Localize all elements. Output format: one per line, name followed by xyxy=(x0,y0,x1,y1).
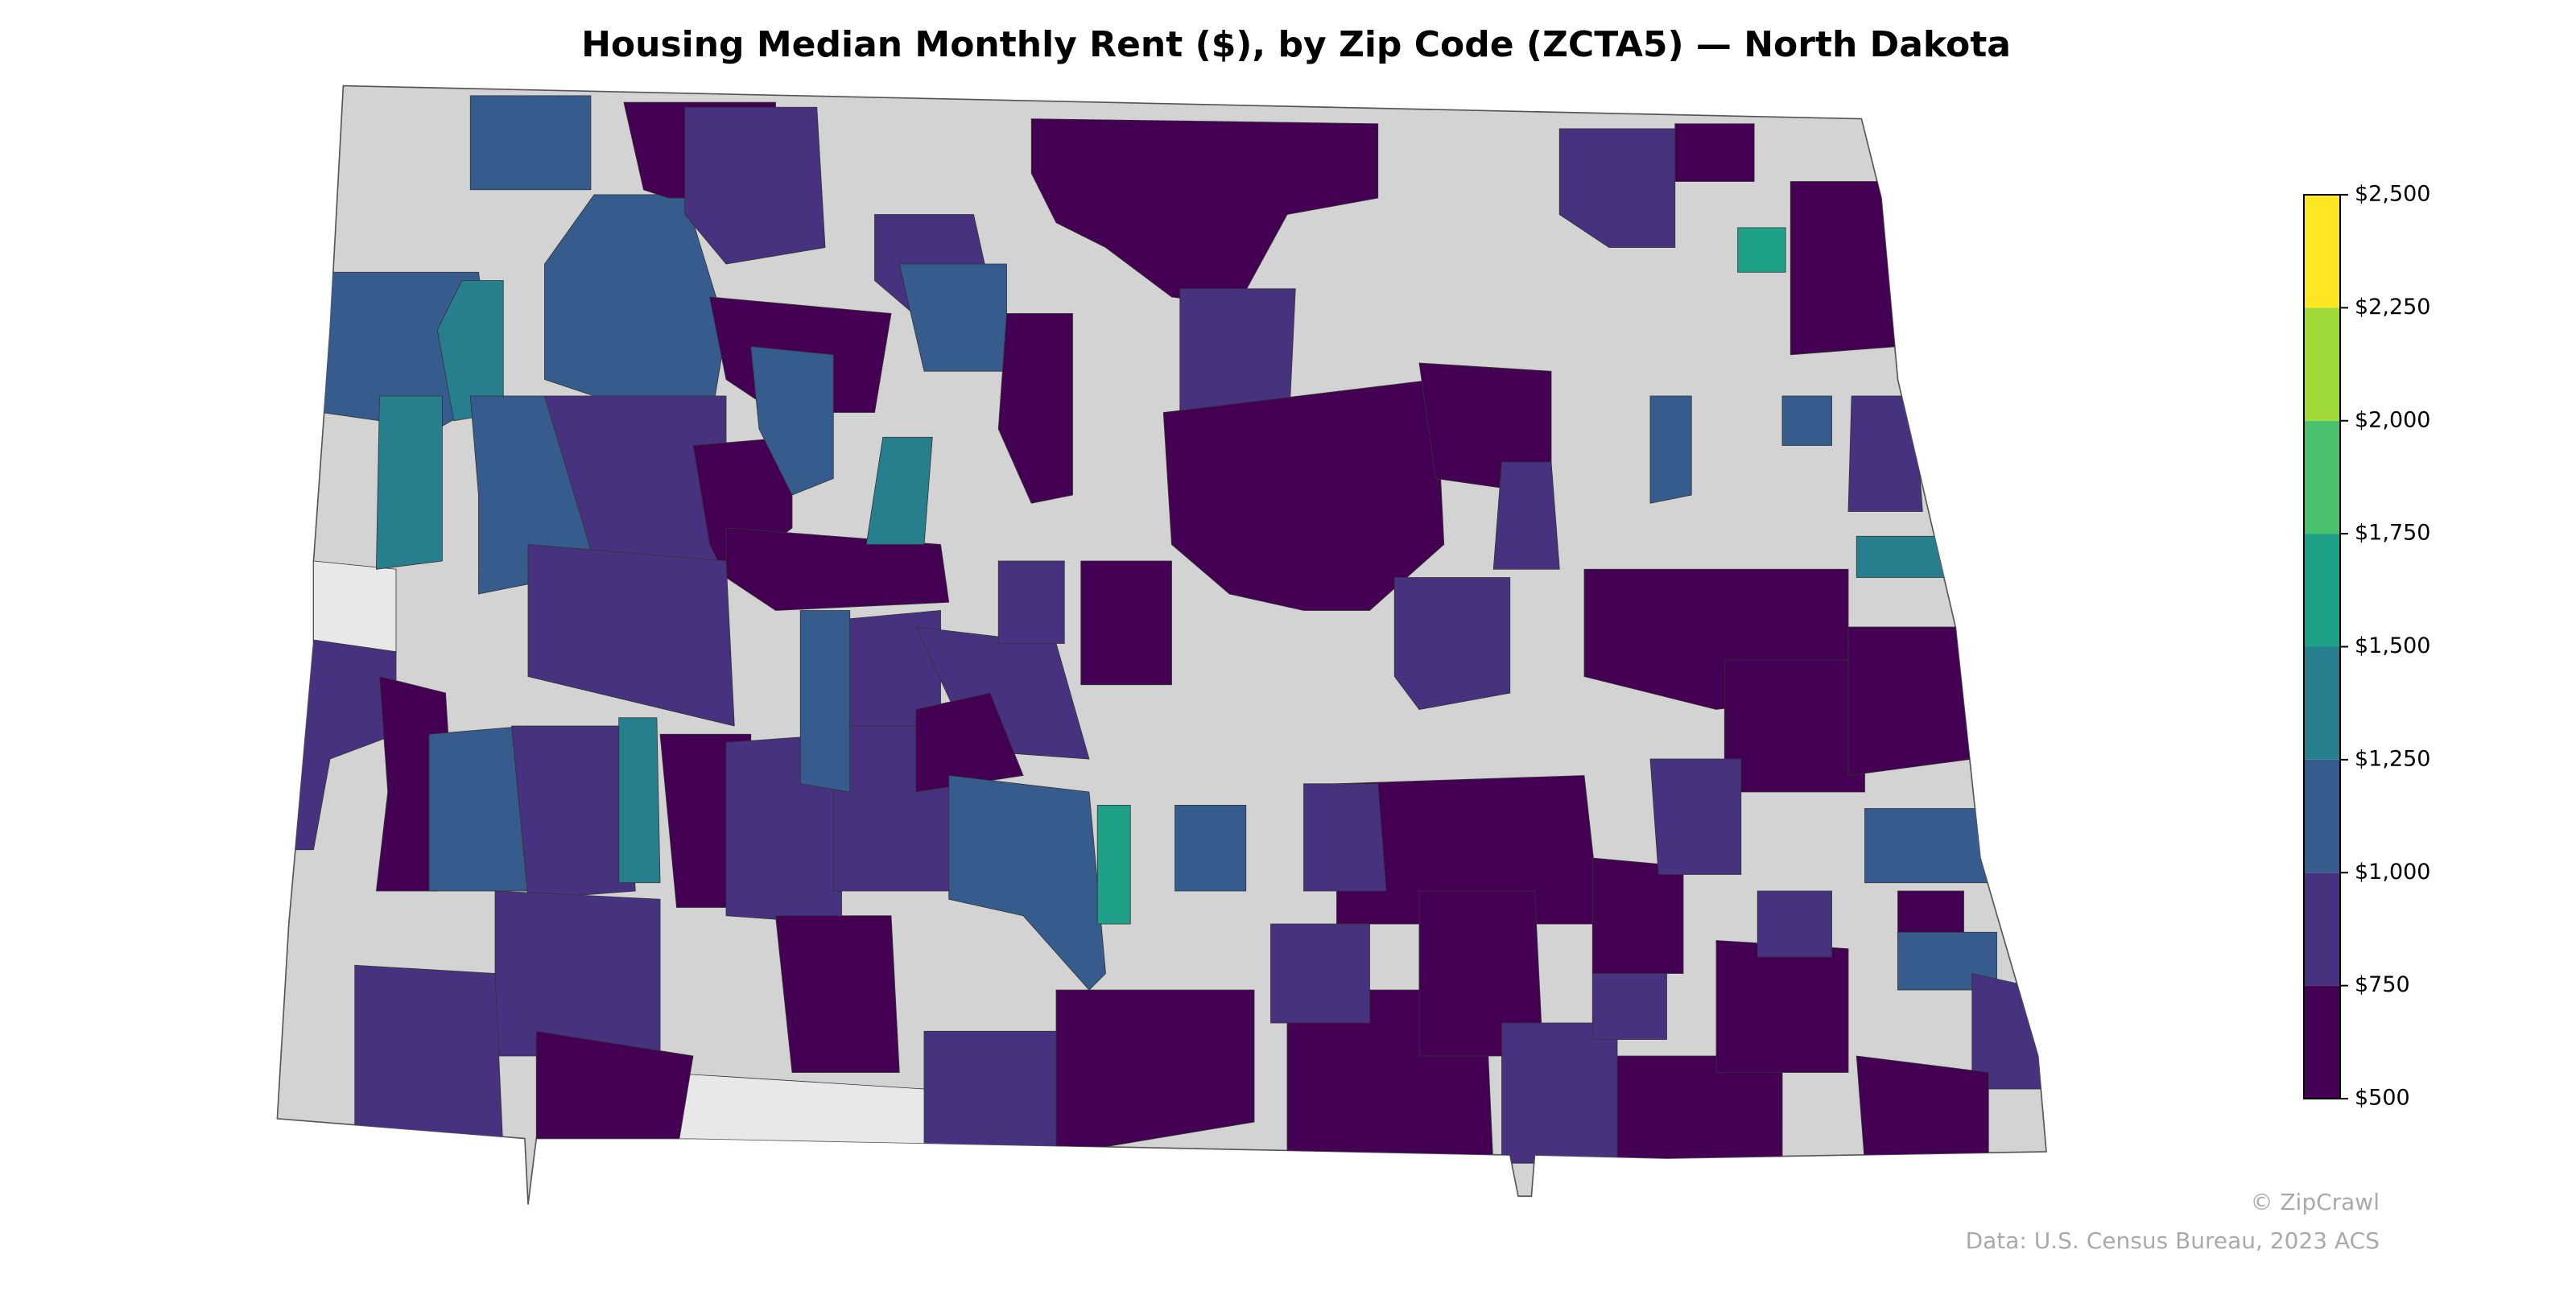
zip-region xyxy=(1591,973,1667,1040)
zip-region xyxy=(1737,227,1786,273)
zip-region xyxy=(1649,758,1742,875)
zip-region xyxy=(1591,857,1684,974)
zip-region xyxy=(1674,123,1755,182)
zip-region xyxy=(1790,181,1898,356)
zip-region xyxy=(469,95,592,191)
zip-region xyxy=(494,890,661,1057)
zip-region xyxy=(527,544,735,727)
credit: © ZipCrawl xyxy=(2250,1189,2380,1215)
zip-region xyxy=(375,395,443,570)
zip-region xyxy=(428,725,529,892)
colorbar-bin xyxy=(2304,195,2340,308)
zip-region xyxy=(1724,659,1865,793)
zip-region xyxy=(1096,804,1131,925)
zip-region xyxy=(997,560,1065,644)
colorbar-tick-label: $1,500 xyxy=(2355,633,2430,658)
zip-region xyxy=(1864,808,1989,884)
zip-region xyxy=(1303,783,1387,892)
zip-region xyxy=(1649,395,1692,504)
zip-region xyxy=(1781,395,1832,446)
colorbar: $500 $750 $1,000 $1,250 $1,500 $1,750 $2,000 $2… xyxy=(2303,182,2430,1111)
zip-region xyxy=(1055,989,1255,1156)
colorbar-tick-label: $2,500 xyxy=(2355,182,2430,207)
zip-region xyxy=(997,313,1073,504)
zip-region xyxy=(1847,395,1923,512)
zip-region xyxy=(915,692,1024,793)
zip-region xyxy=(1715,940,1849,1073)
zip-region xyxy=(535,1030,694,1189)
zip-region xyxy=(750,346,834,496)
colorbar-tick-label: $2,250 xyxy=(2355,295,2430,320)
colorbar-tick-label: $500 xyxy=(2355,1086,2410,1111)
no-data-region xyxy=(313,560,397,653)
colorbar-bin xyxy=(2304,872,2340,986)
zip-region xyxy=(354,964,504,1156)
zip-region xyxy=(1757,890,1832,958)
colorbar-tick-label: $750 xyxy=(2355,972,2410,997)
colorbar-tick-label: $1,250 xyxy=(2355,746,2430,771)
zip-region xyxy=(684,106,826,265)
colorbar-tick-label: $1,000 xyxy=(2355,860,2430,885)
colorbar-tick-label: $2,000 xyxy=(2355,407,2430,432)
zip-region xyxy=(618,717,661,884)
zip-region xyxy=(1174,804,1247,892)
map xyxy=(276,85,2047,1205)
zip-region xyxy=(1558,128,1676,248)
colorbar-tick-label: $1,750 xyxy=(2355,521,2430,546)
source-note: Data: U.S. Census Bureau, 2023 ACS xyxy=(1966,1227,2380,1254)
zip-region xyxy=(1847,626,1973,776)
colorbar-bin xyxy=(2304,307,2340,421)
colorbar-bin xyxy=(2304,646,2340,760)
zip-region xyxy=(1492,461,1560,570)
zip-region xyxy=(865,436,933,545)
zip-region xyxy=(1080,560,1172,686)
zip-region xyxy=(775,915,900,1073)
zip-region xyxy=(1393,577,1511,710)
colorbar-bin xyxy=(2304,759,2340,873)
zip-region xyxy=(1856,535,1956,578)
zip-region xyxy=(923,1030,1057,1156)
colorbar-bin xyxy=(2304,985,2340,1099)
zip-region xyxy=(511,725,636,900)
chart-title: Housing Median Monthly Rent ($), by Zip … xyxy=(581,24,2011,65)
colorbar-bin xyxy=(2304,420,2340,534)
zip-regions xyxy=(280,95,2046,1189)
zip-region xyxy=(1856,1055,1989,1164)
zip-region xyxy=(1501,1022,1618,1164)
zip-region xyxy=(1270,923,1370,1024)
colorbar-bin xyxy=(2304,534,2340,647)
zip-region xyxy=(799,610,851,793)
